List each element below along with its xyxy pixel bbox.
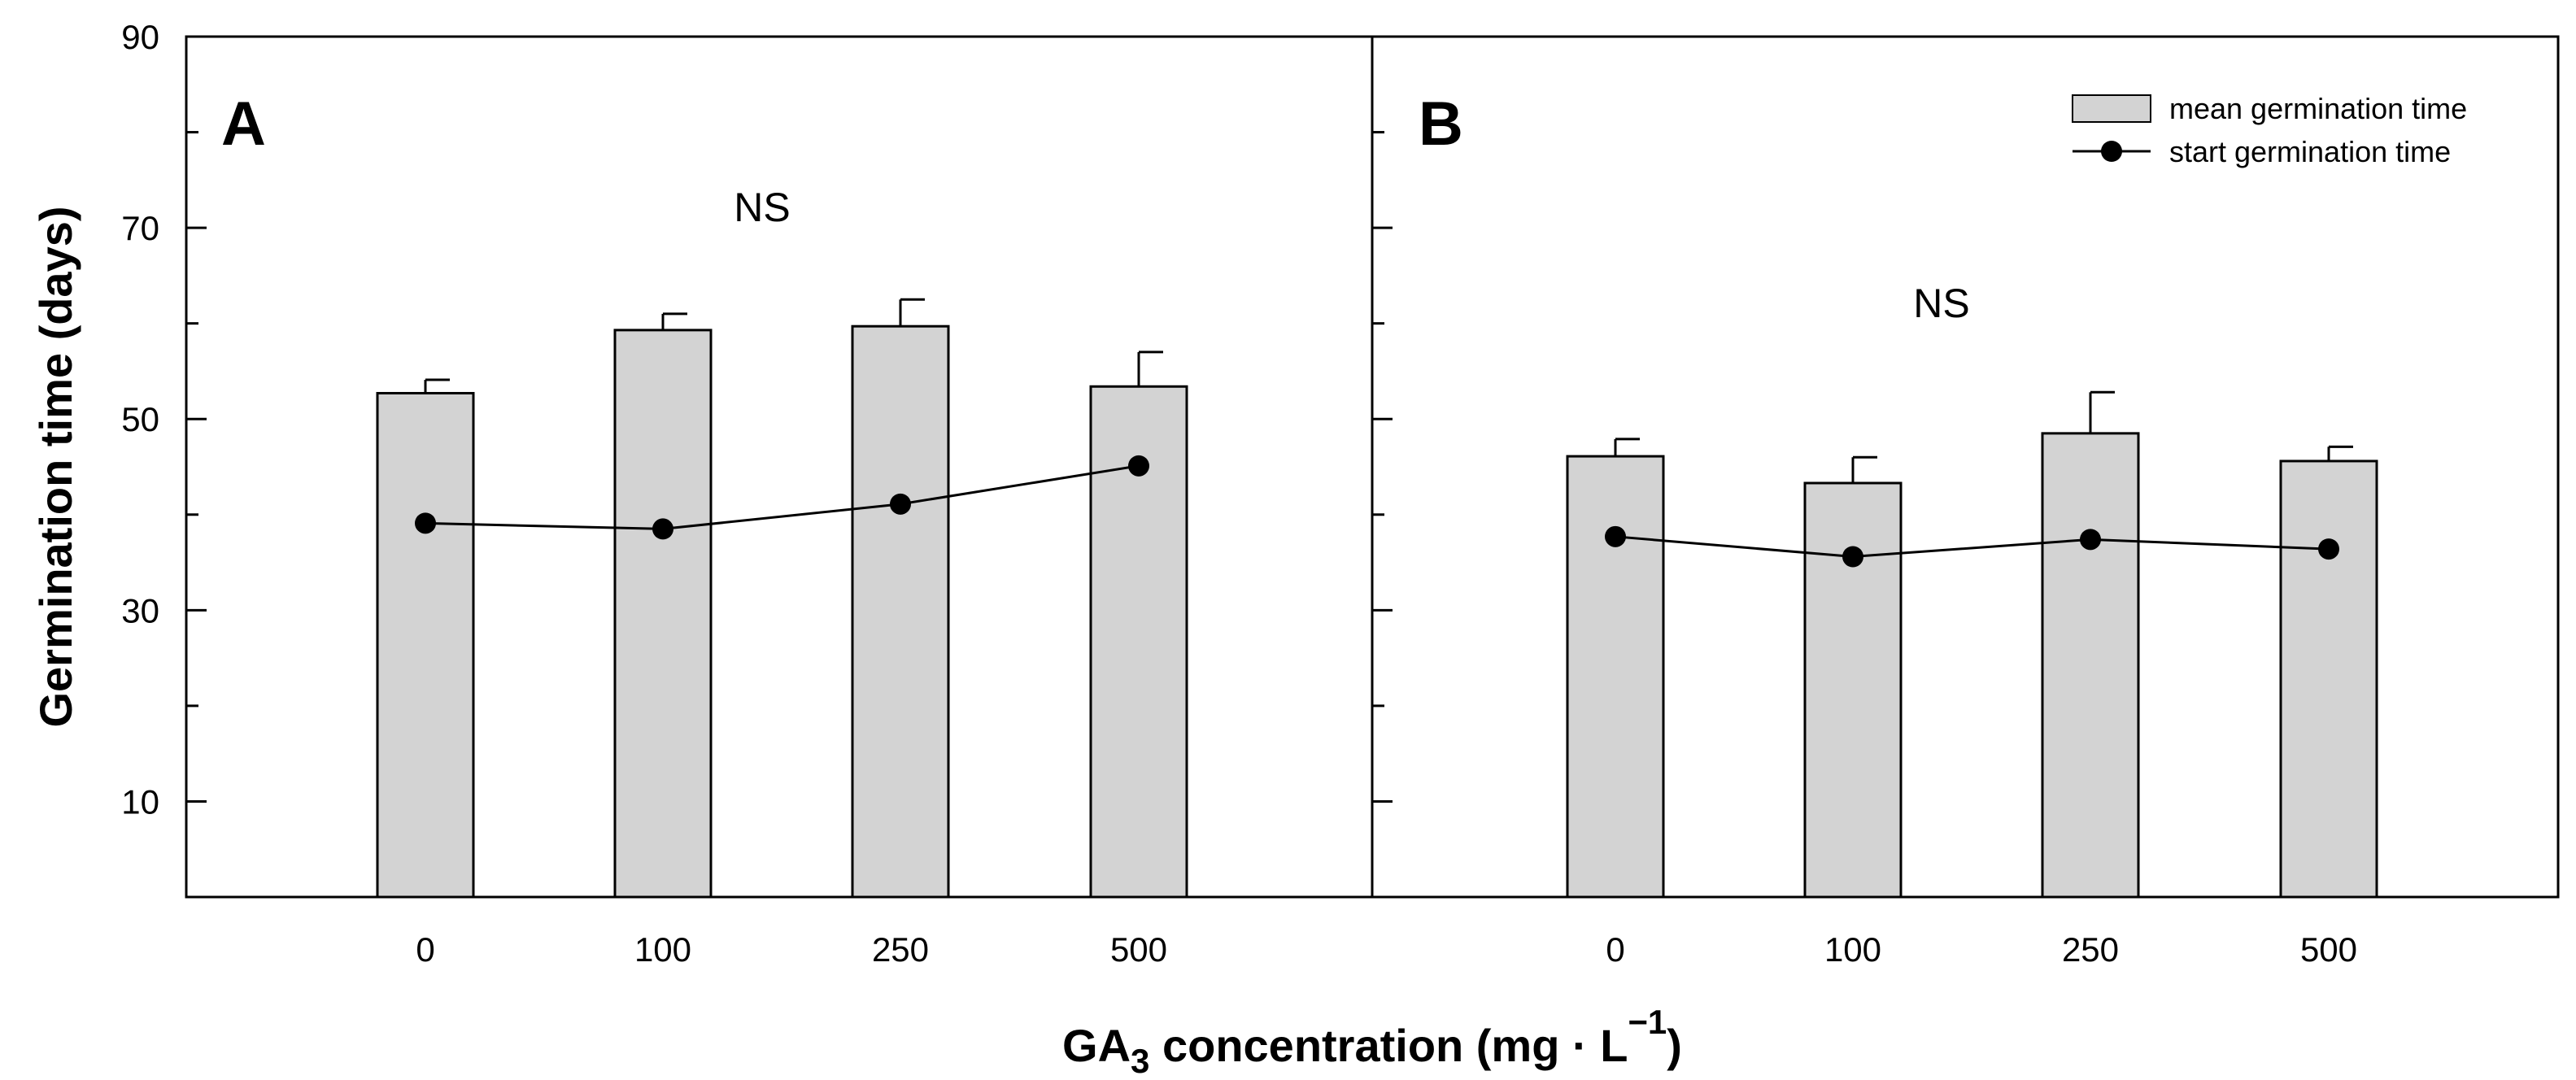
x-axis-title: GA3 concentration (mg · L−1) (1062, 1003, 1682, 1080)
x-axis-title-superscript: −1 (1628, 1003, 1667, 1041)
mean-germination-bar (613, 329, 713, 899)
x-tick-label: 250 (872, 930, 929, 969)
x-axis-title-main: concentration (mg · L (1149, 1020, 1628, 1071)
panel-b-annotation: NS (1913, 281, 1969, 326)
panel-a-error-bars (424, 298, 1163, 394)
panel-b-y-ticks (1372, 35, 1393, 803)
panel-b-error-bars (1614, 390, 2353, 483)
x-tick-label: 500 (2300, 930, 2357, 969)
start-germination-point (1842, 546, 1863, 568)
mean-germination-bar (2279, 459, 2378, 899)
panel-a: 10 30 50 70 90 0 100 250 500 A NS (121, 18, 1374, 969)
panel-b: 0 100 250 500 B NS mean germination time st… (1371, 35, 2560, 969)
y-tick-label: 30 (121, 591, 159, 629)
y-tick-label: 10 (121, 782, 159, 821)
legend-mean-label: mean germination time (2169, 92, 2467, 125)
y-tick-label: 70 (121, 209, 159, 247)
start-germination-point (2080, 529, 2101, 551)
y-tick-label: 90 (121, 18, 159, 56)
panel-b-x-ticks: 0 100 250 500 (1606, 930, 2357, 969)
panel-b-bars (1566, 432, 2378, 899)
legend-start-label: start germination time (2169, 135, 2451, 168)
x-tick-label: 0 (1606, 930, 1624, 969)
start-germination-point (1128, 455, 1149, 477)
y-tick-label: 50 (121, 400, 159, 438)
x-tick-label: 0 (416, 930, 434, 969)
panel-a-label: A (221, 89, 266, 159)
legend: mean germination time start germination … (2072, 92, 2467, 168)
start-germination-line (1615, 535, 2330, 559)
mean-germination-bar (376, 391, 475, 899)
start-germination-line (425, 464, 1140, 530)
mean-germination-bar (1566, 455, 1665, 899)
x-tick-label: 100 (634, 930, 691, 969)
legend-bar-swatch (2072, 94, 2151, 123)
start-germination-point (2318, 538, 2339, 560)
x-tick-label: 100 (1824, 930, 1881, 969)
y-axis-title: Germination time (days) (30, 206, 81, 727)
panel-b-label: B (1419, 89, 1463, 159)
mean-germination-bar (851, 324, 950, 899)
x-tick-label: 250 (2062, 930, 2119, 969)
panel-a-y-ticks: 10 30 50 70 90 (121, 18, 207, 821)
x-axis-title-prefix: GA (1062, 1020, 1131, 1071)
start-germination-point (890, 493, 911, 515)
panel-a-start-line (415, 455, 1149, 540)
x-axis-title-suffix: ) (1667, 1020, 1682, 1071)
start-germination-point (652, 518, 673, 540)
x-tick-label: 500 (1110, 930, 1167, 969)
start-germination-point (1605, 525, 1626, 547)
panel-b-start-line (1605, 525, 2339, 568)
panel-a-annotation: NS (734, 185, 790, 230)
start-germination-point (415, 512, 436, 534)
legend-marker-swatch (2101, 141, 2122, 162)
x-axis-title-subscript: 3 (1131, 1042, 1149, 1080)
panel-a-x-ticks: 0 100 250 500 (416, 930, 1167, 969)
mean-germination-bar (1803, 481, 1903, 899)
mean-germination-bar (2041, 432, 2140, 899)
panel-b-frame (1371, 35, 2560, 899)
